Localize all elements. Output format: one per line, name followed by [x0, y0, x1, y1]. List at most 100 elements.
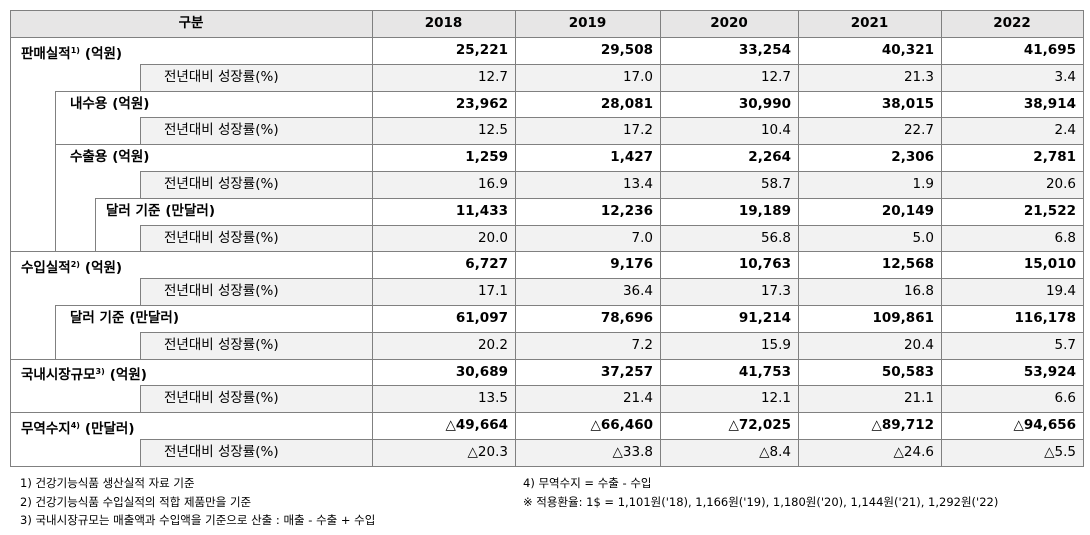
- rule: [55, 144, 1084, 145]
- rule: [515, 117, 516, 145]
- rule: [660, 385, 661, 413]
- value: 12,568: [881, 256, 934, 272]
- growth-label: 전년대비 성장률(%): [164, 390, 279, 406]
- growth-value: 12.7: [477, 69, 508, 85]
- shade: [140, 64, 1083, 91]
- rule: [798, 91, 799, 118]
- rule: [10, 64, 11, 92]
- value: 30,689: [455, 364, 508, 380]
- row-name: 달러 기준: [70, 310, 125, 326]
- rule: [140, 64, 141, 92]
- rule: [515, 64, 516, 92]
- growth-value: 19.4: [1045, 283, 1076, 299]
- value: 21,522: [1023, 203, 1076, 219]
- rule: [941, 198, 942, 226]
- value: 33,254: [738, 42, 791, 58]
- rule: [10, 466, 1084, 467]
- rule: [660, 225, 661, 252]
- value: △94,656: [1013, 417, 1076, 433]
- growth-value: 22.7: [903, 122, 934, 138]
- rule: [660, 305, 661, 333]
- shade: [140, 171, 1083, 198]
- value: 40,321: [881, 42, 934, 58]
- rule: [10, 171, 11, 199]
- rule: [515, 332, 516, 360]
- rule: [140, 439, 1084, 440]
- rule: [140, 225, 141, 252]
- header-year: 2021: [850, 15, 889, 31]
- rule: [1083, 278, 1084, 306]
- growth-value: 2.4: [1054, 122, 1076, 138]
- rule: [941, 332, 942, 360]
- value: 30,990: [738, 96, 791, 112]
- growth-value: △20.3: [467, 444, 508, 460]
- growth-value: 5.0: [912, 230, 934, 246]
- rule: [515, 359, 516, 386]
- footnote: 1) 건강기능식품 생산실적 자료 기준: [20, 476, 195, 490]
- value: △89,712: [871, 417, 934, 433]
- rule: [372, 64, 373, 92]
- growth-value: 16.8: [903, 283, 934, 299]
- rule: [515, 225, 516, 252]
- rule: [798, 225, 799, 252]
- rule: [941, 359, 942, 386]
- row-unit: (만달러): [129, 310, 179, 326]
- value: 116,178: [1014, 310, 1077, 326]
- rule: [140, 278, 141, 306]
- rule: [372, 278, 373, 306]
- row-label: 판매실적1) (억원): [21, 37, 122, 68]
- shade: [140, 332, 1083, 359]
- rule: [140, 332, 1084, 333]
- rule: [372, 332, 373, 360]
- rule: [798, 37, 799, 65]
- growth-value: △33.8: [612, 444, 653, 460]
- header-year: 2022: [993, 15, 1031, 31]
- rule: [10, 10, 1084, 11]
- growth-value: 20.6: [1045, 176, 1076, 192]
- shade: [10, 10, 1083, 37]
- growth-value: 17.1: [477, 283, 508, 299]
- value: 61,097: [455, 310, 508, 326]
- value: 38,015: [881, 96, 934, 112]
- rule: [372, 91, 373, 118]
- rule: [1083, 412, 1084, 440]
- rule: [660, 359, 661, 386]
- value: △49,664: [445, 417, 508, 433]
- rule: [10, 198, 11, 226]
- rule: [95, 198, 1084, 199]
- header-year: 2020: [710, 15, 748, 31]
- growth-value: 20.2: [477, 337, 508, 353]
- row-unit: (억원): [84, 46, 123, 62]
- growth-label: 전년대비 성장률(%): [164, 230, 279, 246]
- growth-value: 12.7: [760, 69, 791, 85]
- rule: [941, 385, 942, 413]
- rule: [372, 225, 373, 252]
- rule: [55, 91, 56, 118]
- shade: [140, 278, 1083, 305]
- growth-value: 13.4: [622, 176, 653, 192]
- value: 11,433: [455, 203, 508, 219]
- rule: [140, 117, 141, 145]
- growth-value: 10.4: [760, 122, 791, 138]
- rule: [1083, 332, 1084, 360]
- row-label: 수입실적2) (억원): [21, 251, 122, 282]
- shade: [140, 385, 1083, 412]
- rule: [1083, 144, 1084, 172]
- growth-value: 20.0: [477, 230, 508, 246]
- rule: [1083, 385, 1084, 413]
- value: 109,861: [872, 310, 935, 326]
- row-label: 무역수지4) (만달러): [21, 412, 135, 443]
- rule: [10, 10, 11, 38]
- rule: [10, 251, 11, 279]
- growth-value: 21.3: [903, 69, 934, 85]
- rule: [10, 117, 11, 145]
- rule: [140, 117, 1084, 118]
- rule: [660, 439, 661, 467]
- rule: [660, 332, 661, 360]
- rule: [941, 412, 942, 440]
- rule: [941, 91, 942, 118]
- growth-value: 58.7: [760, 176, 791, 192]
- rule: [10, 37, 1084, 38]
- row-label: 국내시장규모3) (억원): [21, 359, 147, 388]
